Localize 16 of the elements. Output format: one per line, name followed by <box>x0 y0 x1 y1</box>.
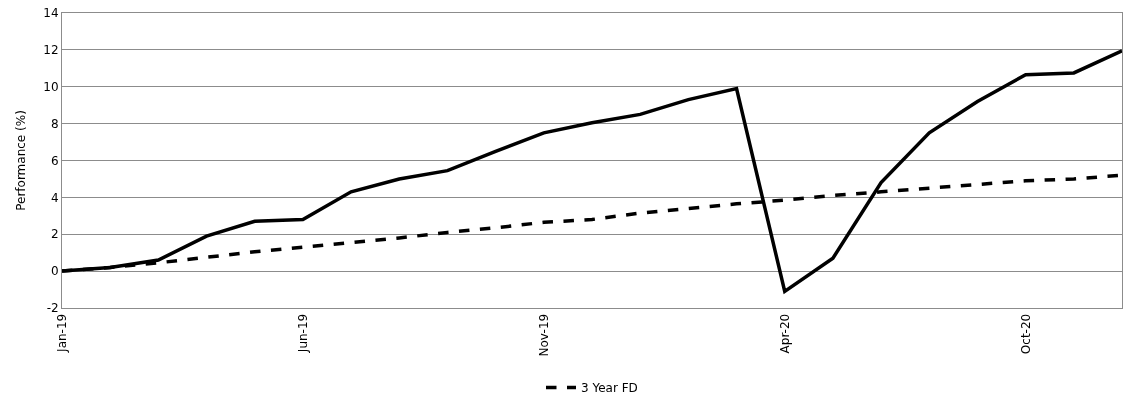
y-tick-label: 6 <box>50 153 59 168</box>
y-tick-label: 14 <box>43 6 59 21</box>
y-tick-label: 8 <box>50 116 59 131</box>
x-tick-label: Oct-20 <box>1018 313 1033 355</box>
y-tick-label: 4 <box>50 190 59 205</box>
y-tick-label: -2 <box>46 301 59 316</box>
x-tick-label: Jan-19 <box>54 313 69 353</box>
y-tick-label: 0 <box>50 264 59 279</box>
y-axis-title: Performance (%) <box>13 110 28 211</box>
x-tick-label: Apr-20 <box>777 313 792 354</box>
y-tick-label: 10 <box>43 79 59 94</box>
y-tick-label: 12 <box>43 43 59 58</box>
x-tick-label: Jun-19 <box>295 313 310 354</box>
legend-label: 3 Year FD <box>581 381 638 396</box>
x-tick-label: Nov-19 <box>536 313 551 357</box>
y-tick-label: 2 <box>50 227 59 242</box>
